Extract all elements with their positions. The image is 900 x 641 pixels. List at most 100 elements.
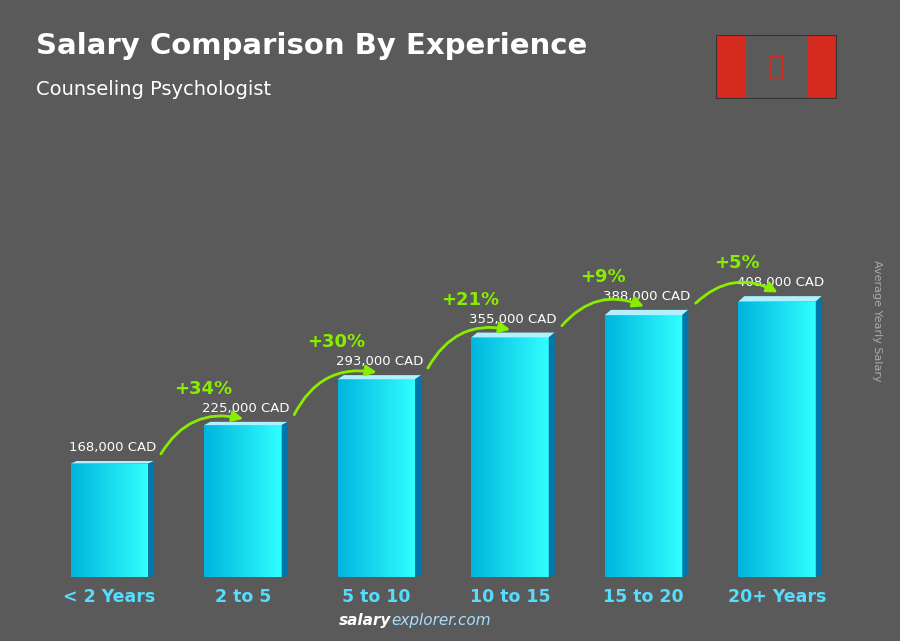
Text: +5%: +5% bbox=[714, 254, 760, 272]
Text: salary: salary bbox=[339, 613, 392, 628]
Bar bbox=[147, 463, 149, 577]
Bar bbox=[652, 315, 653, 577]
Text: 225,000 CAD: 225,000 CAD bbox=[202, 402, 290, 415]
Bar bbox=[511, 337, 513, 577]
Bar bbox=[674, 315, 676, 577]
Bar bbox=[82, 463, 84, 577]
Bar bbox=[213, 425, 215, 577]
Bar bbox=[375, 379, 377, 577]
Bar bbox=[127, 463, 129, 577]
Bar bbox=[85, 463, 86, 577]
Bar bbox=[641, 315, 643, 577]
Bar bbox=[761, 302, 763, 577]
Bar bbox=[491, 337, 493, 577]
Bar bbox=[139, 463, 140, 577]
Bar bbox=[670, 315, 671, 577]
Bar bbox=[493, 337, 495, 577]
Bar bbox=[370, 379, 372, 577]
Bar bbox=[248, 425, 249, 577]
Bar bbox=[395, 379, 397, 577]
Bar bbox=[408, 379, 410, 577]
Bar bbox=[620, 315, 622, 577]
Bar bbox=[500, 337, 501, 577]
Bar bbox=[813, 302, 814, 577]
Bar bbox=[742, 302, 743, 577]
Bar bbox=[355, 379, 356, 577]
Bar bbox=[500, 337, 502, 577]
Bar bbox=[414, 379, 416, 577]
Polygon shape bbox=[338, 375, 421, 379]
Bar bbox=[665, 315, 667, 577]
Bar bbox=[478, 337, 480, 577]
Bar bbox=[93, 463, 94, 577]
Bar bbox=[793, 302, 795, 577]
Text: Salary Comparison By Experience: Salary Comparison By Experience bbox=[36, 32, 587, 60]
Bar bbox=[671, 315, 673, 577]
Bar bbox=[249, 425, 251, 577]
Bar bbox=[526, 337, 527, 577]
Bar bbox=[115, 463, 118, 577]
Bar bbox=[661, 315, 662, 577]
Bar bbox=[374, 379, 375, 577]
Bar bbox=[218, 425, 220, 577]
Bar bbox=[487, 337, 489, 577]
Bar bbox=[104, 463, 105, 577]
Bar bbox=[403, 379, 405, 577]
Bar bbox=[754, 302, 756, 577]
Bar bbox=[794, 302, 796, 577]
FancyArrowPatch shape bbox=[562, 297, 641, 326]
Bar bbox=[811, 302, 813, 577]
Bar bbox=[481, 337, 482, 577]
Bar bbox=[605, 315, 607, 577]
Bar bbox=[814, 302, 816, 577]
Bar bbox=[652, 315, 654, 577]
Bar bbox=[88, 463, 90, 577]
Bar bbox=[397, 379, 399, 577]
Bar bbox=[217, 425, 219, 577]
Text: Counseling Psychologist: Counseling Psychologist bbox=[36, 80, 271, 99]
Bar bbox=[530, 337, 532, 577]
Bar bbox=[241, 425, 243, 577]
Bar bbox=[633, 315, 634, 577]
Bar bbox=[611, 315, 613, 577]
Bar bbox=[631, 315, 633, 577]
Bar bbox=[229, 425, 230, 577]
Bar bbox=[245, 425, 247, 577]
Bar bbox=[380, 379, 382, 577]
Bar bbox=[759, 302, 760, 577]
Bar bbox=[783, 302, 785, 577]
Bar bbox=[114, 463, 116, 577]
Bar bbox=[406, 379, 408, 577]
Bar bbox=[782, 302, 784, 577]
Bar bbox=[659, 315, 661, 577]
Bar bbox=[110, 463, 112, 577]
FancyArrowPatch shape bbox=[161, 412, 240, 454]
Bar bbox=[204, 425, 206, 577]
Bar bbox=[777, 302, 778, 577]
Bar bbox=[648, 315, 650, 577]
Bar bbox=[676, 315, 678, 577]
Bar bbox=[490, 337, 491, 577]
Bar bbox=[802, 302, 804, 577]
Bar bbox=[630, 315, 632, 577]
Bar bbox=[716, 35, 746, 99]
Bar bbox=[646, 315, 649, 577]
Text: +9%: +9% bbox=[580, 268, 626, 286]
Bar bbox=[271, 425, 273, 577]
Bar bbox=[791, 302, 793, 577]
Bar bbox=[265, 425, 266, 577]
Bar bbox=[614, 315, 616, 577]
Text: 🍁: 🍁 bbox=[768, 53, 785, 81]
Bar bbox=[770, 302, 771, 577]
Polygon shape bbox=[605, 310, 688, 315]
Bar bbox=[482, 337, 484, 577]
Bar bbox=[78, 463, 80, 577]
Text: 293,000 CAD: 293,000 CAD bbox=[336, 355, 423, 368]
Text: +21%: +21% bbox=[441, 291, 499, 309]
Bar bbox=[519, 337, 521, 577]
Bar bbox=[111, 463, 112, 577]
Bar bbox=[243, 425, 245, 577]
Bar bbox=[91, 463, 93, 577]
Bar bbox=[80, 463, 82, 577]
Bar bbox=[358, 379, 360, 577]
